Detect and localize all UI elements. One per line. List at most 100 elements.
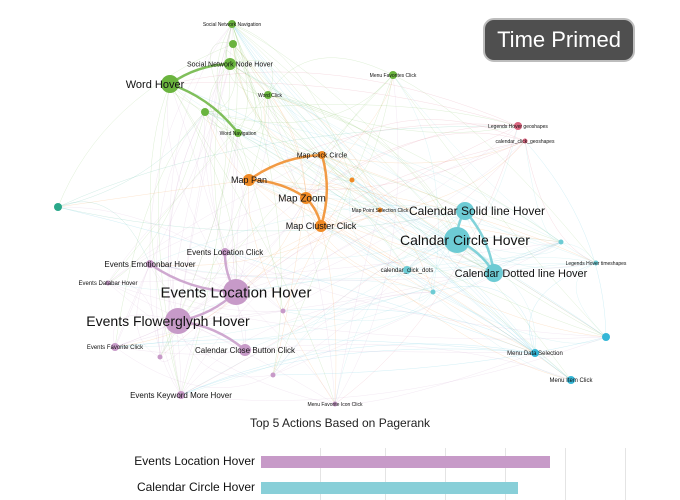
ranking-bar bbox=[261, 456, 550, 468]
faint-edge bbox=[231, 23, 248, 134]
graph-node[interactable] bbox=[165, 308, 191, 334]
node-label: Word Hover bbox=[126, 79, 185, 91]
faint-edge bbox=[272, 336, 607, 376]
graph-node[interactable] bbox=[430, 289, 436, 295]
faint-edge bbox=[167, 111, 206, 396]
faint-edge bbox=[231, 23, 572, 381]
faint-edge bbox=[225, 23, 269, 96]
faint-edge bbox=[235, 209, 381, 293]
graph-node[interactable] bbox=[389, 71, 397, 79]
graph-node[interactable] bbox=[223, 279, 249, 305]
graph-node[interactable] bbox=[522, 138, 528, 144]
faint-edge bbox=[169, 23, 233, 322]
faint-edge bbox=[272, 239, 458, 376]
ranking-row: Calendar Circle Hover bbox=[0, 478, 680, 498]
faint-edge bbox=[229, 63, 458, 241]
faint-edge bbox=[204, 111, 562, 243]
graph-node[interactable] bbox=[161, 75, 179, 93]
graph-node[interactable] bbox=[234, 129, 242, 137]
faint-edge bbox=[432, 285, 536, 354]
faint-edge bbox=[272, 74, 394, 376]
faint-edge bbox=[204, 111, 250, 181]
ranking-row: Events Location Hover bbox=[0, 452, 680, 472]
faint-edge bbox=[169, 83, 336, 405]
faint-edge bbox=[229, 63, 381, 211]
faint-edge bbox=[267, 94, 466, 212]
faint-edge bbox=[282, 291, 434, 322]
graph-node[interactable] bbox=[300, 192, 312, 204]
graph-node[interactable] bbox=[315, 220, 327, 232]
graph-node[interactable] bbox=[224, 58, 236, 70]
graph-node[interactable] bbox=[444, 227, 470, 253]
graph-node[interactable] bbox=[201, 108, 209, 116]
graph-node[interactable] bbox=[243, 174, 255, 186]
graph-node[interactable] bbox=[264, 91, 272, 99]
graph-node[interactable] bbox=[229, 40, 237, 48]
graph-node[interactable] bbox=[177, 391, 185, 399]
graph-node[interactable] bbox=[111, 343, 119, 351]
faint-edge bbox=[229, 63, 307, 199]
graph-node[interactable] bbox=[456, 202, 474, 220]
graph-node[interactable] bbox=[270, 372, 276, 378]
faint-edge bbox=[232, 43, 263, 135]
faint-edge bbox=[248, 179, 495, 274]
ranking-row-label: Calendar Circle Hover bbox=[136, 480, 255, 494]
faint-edge bbox=[180, 348, 536, 396]
graph-node[interactable] bbox=[593, 260, 599, 266]
graph-node[interactable] bbox=[280, 308, 286, 314]
time-primed-badge: Time Primed bbox=[483, 18, 635, 62]
faint-edge bbox=[392, 74, 597, 264]
graph-node[interactable] bbox=[54, 203, 62, 211]
faint-edge bbox=[177, 132, 239, 322]
faint-edge bbox=[229, 60, 273, 96]
faint-edge bbox=[180, 291, 434, 396]
faint-edge bbox=[57, 43, 234, 208]
faint-edge bbox=[272, 197, 307, 376]
faint-edge bbox=[180, 239, 458, 396]
faint-edge bbox=[158, 83, 182, 396]
faint-edge bbox=[334, 210, 466, 405]
faint-edge bbox=[267, 57, 394, 96]
graph-node[interactable] bbox=[228, 20, 236, 28]
faint-edge bbox=[282, 210, 466, 312]
graph-node[interactable] bbox=[403, 266, 411, 274]
faint-edge bbox=[231, 23, 572, 381]
graph-node[interactable] bbox=[221, 248, 229, 256]
faint-edge bbox=[305, 197, 572, 381]
graph-node[interactable] bbox=[146, 260, 154, 268]
faint-edge bbox=[305, 197, 536, 354]
graph-node[interactable] bbox=[105, 280, 111, 286]
graph-node[interactable] bbox=[602, 333, 610, 341]
graph-node[interactable] bbox=[485, 264, 503, 282]
faint-edge bbox=[177, 74, 394, 322]
graph-node[interactable] bbox=[514, 122, 522, 130]
graph-node[interactable] bbox=[157, 354, 163, 360]
faint-edge bbox=[159, 23, 233, 358]
faint-edge bbox=[136, 263, 161, 358]
faint-edge bbox=[237, 132, 458, 241]
faint-edge bbox=[305, 197, 434, 293]
graph-node[interactable] bbox=[377, 207, 383, 213]
faint-edge bbox=[169, 83, 458, 241]
graph-node[interactable] bbox=[239, 344, 251, 356]
node-layer bbox=[54, 20, 610, 407]
graph-node[interactable] bbox=[558, 239, 564, 245]
graph-node[interactable] bbox=[567, 376, 575, 384]
faint-edge bbox=[107, 282, 336, 405]
node-label: Menu Data Selection bbox=[507, 351, 563, 357]
faint-edge bbox=[244, 262, 597, 351]
faint-edge bbox=[305, 132, 526, 199]
faint-edge bbox=[149, 241, 562, 280]
faint-edge bbox=[149, 209, 381, 266]
faint-edge bbox=[305, 197, 597, 264]
faint-edge bbox=[159, 125, 519, 358]
faint-edge bbox=[177, 23, 233, 322]
faint-edge bbox=[321, 154, 434, 293]
graph-node[interactable] bbox=[332, 401, 338, 407]
graph-node[interactable] bbox=[318, 151, 326, 159]
faint-edge bbox=[180, 272, 495, 396]
graph-node[interactable] bbox=[531, 349, 539, 357]
faint-edge bbox=[231, 132, 246, 351]
faint-edge bbox=[180, 336, 607, 401]
graph-node[interactable] bbox=[349, 177, 355, 183]
